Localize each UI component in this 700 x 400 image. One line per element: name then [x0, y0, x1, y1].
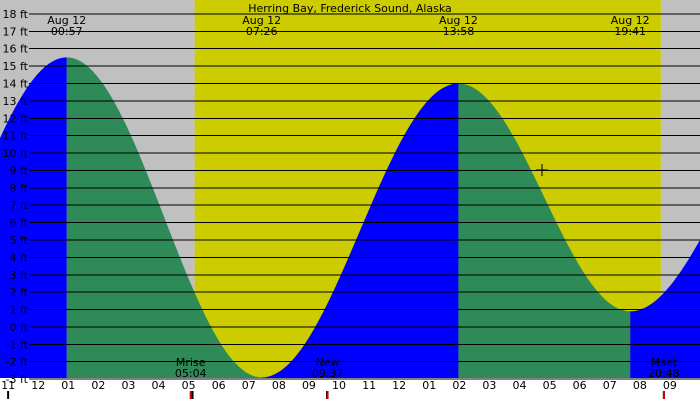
tide-time-label: 19:41 [614, 25, 646, 38]
x-tick-label: 02 [452, 379, 466, 392]
x-tick-label: 04 [513, 379, 527, 392]
event-name-label: Mset [651, 356, 678, 369]
y-tick-label: 16 ft [3, 43, 29, 56]
event-name-label: Mrise [176, 356, 206, 369]
x-tick-label: 07 [603, 379, 617, 392]
y-tick-label: 6 ft [10, 217, 29, 230]
event-time-label: 09:37 [312, 367, 344, 380]
falling-tide-area [66, 57, 262, 378]
x-tick-label: 06 [212, 379, 226, 392]
y-tick-label: 17 ft [3, 25, 29, 38]
y-tick-label: 12 ft [3, 112, 29, 125]
y-tick-label: 10 ft [3, 147, 29, 160]
x-tick-label: 01 [61, 379, 75, 392]
y-tick-label: 1 ft [10, 304, 29, 317]
tide-areas [0, 57, 700, 378]
y-tick-label: 4 ft [10, 251, 29, 264]
y-tick-label: 3 ft [10, 269, 29, 282]
x-tick-label: 03 [121, 379, 135, 392]
y-tick-label: 0 ft [10, 321, 29, 334]
x-tick-label: 12 [392, 379, 406, 392]
x-tick-label: 09 [663, 379, 677, 392]
x-tick-label: 01 [422, 379, 436, 392]
y-tick-label: 8 ft [10, 182, 29, 195]
y-tick-label: 13 ft [3, 95, 29, 108]
falling-tide-area [458, 83, 631, 378]
y-axis-labels: 18 ft 17 ft 16 ft 15 ft 14 ft 13 ft 12 ft 11 ft… [3, 8, 29, 386]
rising-tide-area [0, 57, 67, 378]
event-name-label: New [316, 356, 340, 369]
x-tick-label: 07 [242, 379, 256, 392]
y-tick-label: 15 ft [3, 60, 29, 73]
x-tick-label: 09 [302, 379, 316, 392]
x-tick-label: 11 [1, 379, 15, 392]
crosshair-cursor [536, 164, 548, 176]
rising-tide-area [261, 83, 459, 378]
event-time-label: 05:04 [175, 367, 207, 380]
y-tick-label: 14 ft [3, 77, 29, 90]
y-tick-label: -2 ft [6, 356, 29, 369]
x-tick-label: 03 [482, 379, 496, 392]
x-tick-label: 12 [31, 379, 45, 392]
y-tick-label: 7 ft [10, 199, 29, 212]
height-gridlines [29, 13, 700, 380]
tide-time-label: 13:58 [443, 25, 475, 38]
chart-title: Herring Bay, Frederick Sound, Alaska [248, 2, 452, 15]
y-tick-label: -1 ft [6, 338, 29, 351]
x-tick-label: 08 [633, 379, 647, 392]
event-time-label: 20:48 [648, 367, 680, 380]
x-tick-label: 05 [182, 379, 196, 392]
x-tick-label: 10 [332, 379, 346, 392]
x-axis: 11 12 01 02 03 04 05 06 07 08 09 10 11 12 01 02 03 04 05 06… [1, 379, 677, 399]
y-tick-label: 11 ft [3, 130, 29, 143]
y-tick-label: 18 ft [3, 8, 29, 21]
x-tick-label: 05 [543, 379, 557, 392]
tide-time-label: 07:26 [246, 25, 278, 38]
x-tick-label: 08 [272, 379, 286, 392]
tide-date-label: Aug 12 [439, 14, 478, 27]
y-tick-label: 9 ft [10, 164, 29, 177]
y-tick-label: 2 ft [10, 286, 29, 299]
x-tick-label: 06 [573, 379, 587, 392]
tide-date-label: Aug 12 [47, 14, 86, 27]
tide-time-label: 00:57 [51, 25, 83, 38]
x-tick-label: 02 [91, 379, 105, 392]
x-tick-label: 04 [152, 379, 166, 392]
x-tick-label: 11 [362, 379, 376, 392]
tide-date-label: Aug 12 [242, 14, 281, 27]
y-tick-label: -3 ft [6, 373, 29, 386]
tide-date-label: Aug 12 [611, 14, 650, 27]
y-tick-label: 5 ft [10, 234, 29, 247]
